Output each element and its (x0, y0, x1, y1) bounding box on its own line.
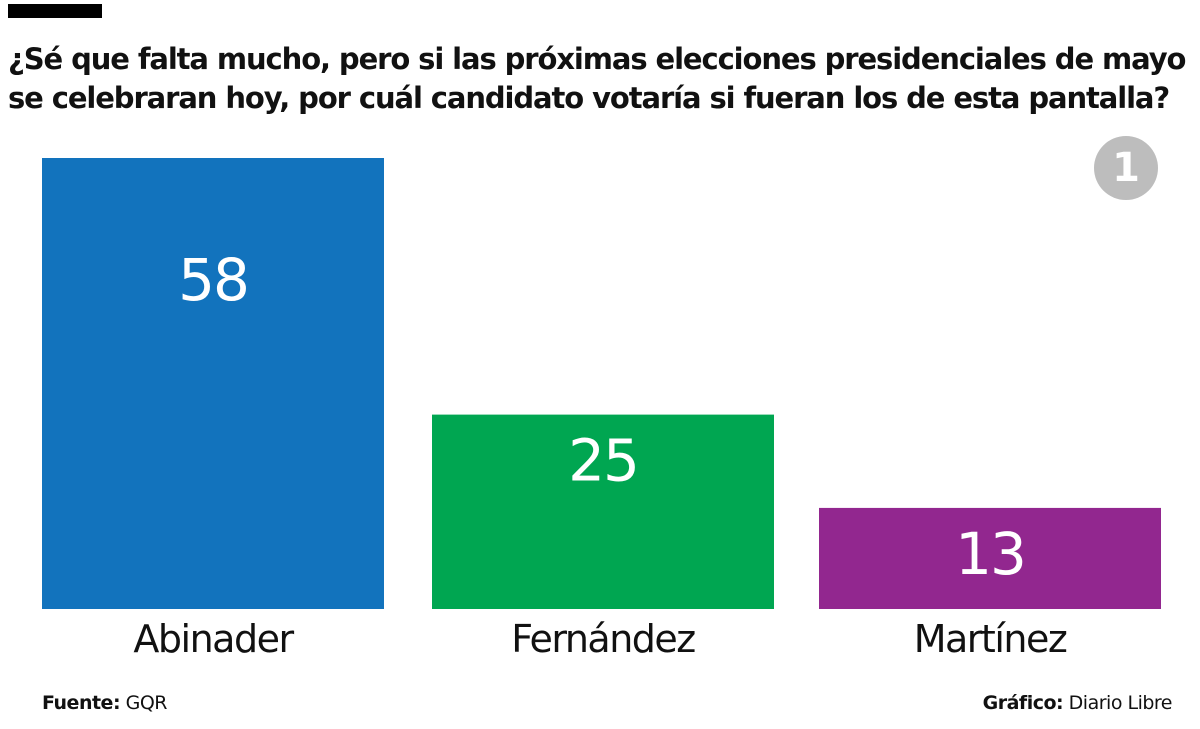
credit-value: Diario Libre (1068, 692, 1173, 714)
top-rule (8, 4, 102, 18)
step-badge: 1 (1094, 136, 1158, 200)
bar-value-label: 13 (955, 520, 1025, 588)
bar-1 (432, 414, 774, 609)
credit-note: Gráfico: Diario Libre (982, 692, 1173, 714)
credit-label: Gráfico: (982, 692, 1064, 714)
bar-value-label: 25 (568, 427, 638, 495)
source-label: Fuente: (42, 692, 121, 714)
bar-0 (42, 158, 384, 609)
source-note: Fuente: GQR (42, 692, 167, 714)
category-label: Abinader (133, 617, 294, 661)
bar-value-label: 58 (178, 246, 248, 314)
category-label: Martínez (914, 617, 1067, 661)
source-value: GQR (125, 692, 168, 714)
bar-2 (819, 507, 1161, 609)
chart-title: ¿Sé que falta mucho, pero si las próxima… (8, 42, 1186, 115)
category-label: Fernández (511, 617, 695, 661)
